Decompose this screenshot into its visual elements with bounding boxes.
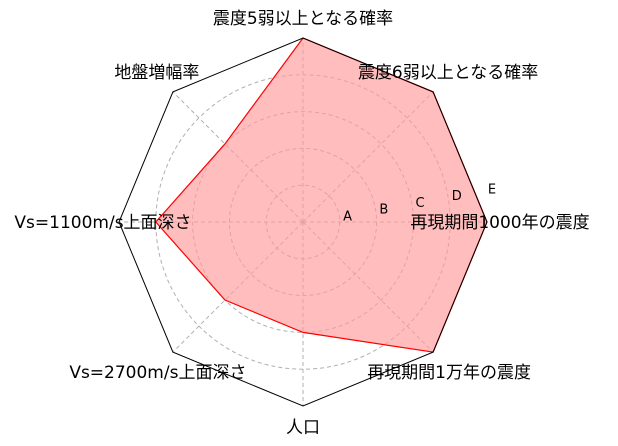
ring-label-B: B (379, 203, 388, 218)
axis-label-3: 再現期間1000年の震度 (410, 213, 589, 233)
ring-label-E: E (488, 182, 496, 197)
axis-label-7: Vs=1100m/s上面深さ (14, 213, 191, 233)
axis-label-4: 再現期間1万年の震度 (367, 363, 531, 383)
outer-frame (118, 37, 488, 407)
axis-label-5: 人口 (286, 418, 320, 438)
axis-label-6: Vs=2700m/s上面深さ (69, 363, 246, 383)
ring-label-C: C (416, 196, 425, 211)
ring-label-D: D (452, 189, 462, 204)
ring-label-A: A (343, 209, 352, 224)
axis-label-8: 地盤増幅率 (114, 63, 199, 83)
axis-label-2: 震度6弱以上となる確率 (358, 63, 538, 83)
series-area (154, 37, 488, 353)
axis-label-1: 震度5弱以上となる確率 (213, 9, 393, 29)
